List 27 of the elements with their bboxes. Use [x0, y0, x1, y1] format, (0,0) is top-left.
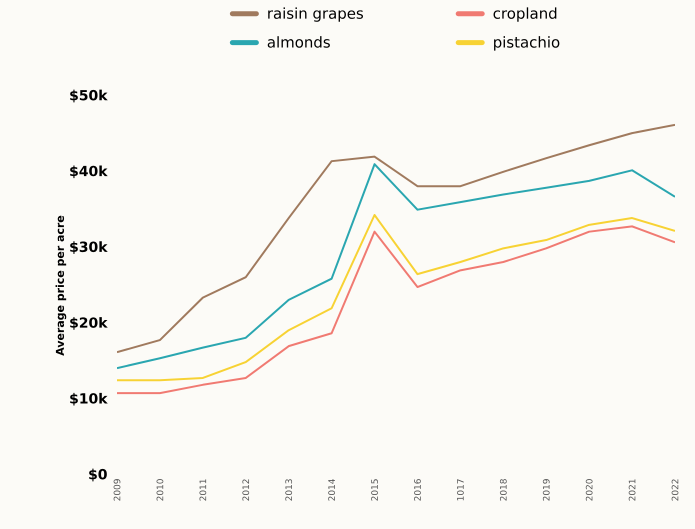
legend-label: cropland [494, 7, 556, 22]
x-tick-label: 2014 [328, 479, 336, 501]
y-tick-label: $20k [70, 317, 108, 330]
legend-label: raisin grapes [268, 7, 363, 22]
line-series [117, 163, 676, 370]
x-tick-label: 2009 [114, 479, 120, 501]
x-tick-label: 2011 [199, 479, 206, 501]
x-tick-label: 2010 [156, 479, 164, 501]
x-tick-label: 2013 [285, 479, 292, 501]
x-tick-label: 2019 [542, 479, 550, 501]
x-tick-label: 2012 [242, 479, 250, 501]
legend-label: pistachio [494, 36, 560, 51]
x-tick-label: 2020 [586, 479, 593, 501]
x-tick-label: 2021 [628, 479, 636, 501]
y-tick-label: $50k [70, 90, 108, 102]
y-tick-label: $0 [89, 468, 107, 482]
x-tick-label: 2018 [500, 479, 507, 501]
line-series [117, 124, 676, 354]
legend-label: almonds [268, 36, 330, 48]
y-tick-label: $10k [70, 392, 108, 406]
y-tick-label: $40k [70, 165, 108, 178]
y-tick-label: $30k [70, 241, 108, 254]
x-tick-label: 2016 [414, 479, 421, 501]
x-tick-label: 1017 [456, 479, 464, 500]
y-axis-title: Average price per acre [56, 216, 66, 356]
x-tick-label: 2015 [371, 479, 378, 501]
x-tick-label: 2022 [672, 479, 678, 501]
